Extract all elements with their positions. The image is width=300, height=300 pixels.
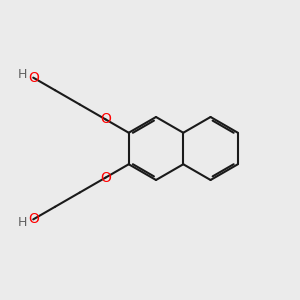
- Text: O: O: [28, 212, 39, 226]
- Text: O: O: [100, 171, 111, 184]
- Text: H: H: [18, 68, 27, 80]
- Text: O: O: [28, 70, 39, 85]
- Text: H: H: [18, 217, 27, 230]
- Text: O: O: [100, 112, 111, 126]
